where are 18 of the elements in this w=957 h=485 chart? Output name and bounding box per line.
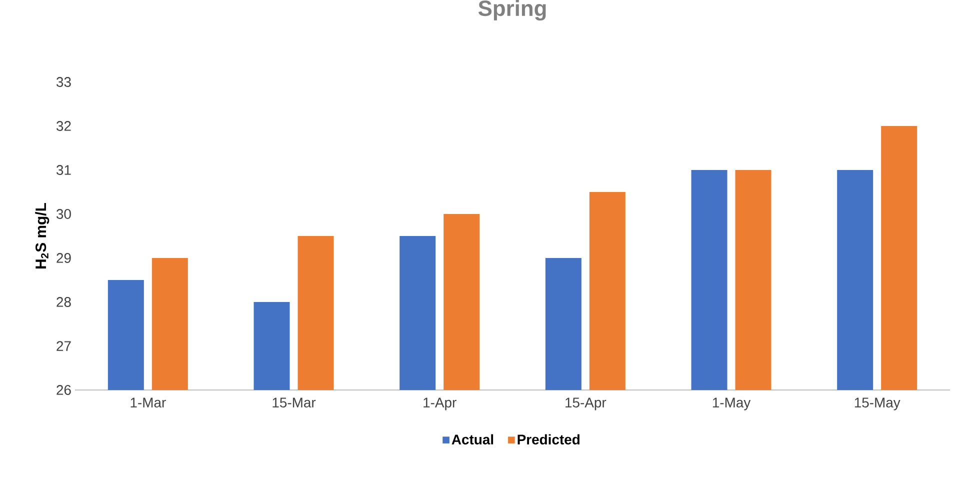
- legend-label: Predicted: [518, 434, 580, 444]
- x-tick-label: 15-Apr: [566, 398, 606, 410]
- legend-label: Actual: [452, 434, 494, 444]
- y-tick-label: 26: [56, 385, 71, 395]
- y-tick-label: 32: [56, 121, 71, 131]
- x-tick-label: 15-Mar: [272, 398, 316, 408]
- x-tick-label: 1-May: [712, 398, 751, 410]
- y-tick-label: 30: [56, 209, 71, 219]
- x-tick-label: 1-Mar: [130, 398, 166, 408]
- y-tick-label: 29: [56, 253, 71, 263]
- y-axis-title: H$_{2}$S mg/L: [35, 203, 50, 268]
- chart-title: Spring: [478, 0, 546, 21]
- x-tick-label: 15-May: [854, 398, 900, 410]
- y-tick-label: 27: [56, 341, 71, 351]
- y-tick-label: 28: [56, 297, 71, 307]
- y-tick-label: 31: [56, 165, 71, 175]
- x-tick-label: 1-Apr: [424, 398, 456, 410]
- y-tick-label: 33: [56, 77, 71, 87]
